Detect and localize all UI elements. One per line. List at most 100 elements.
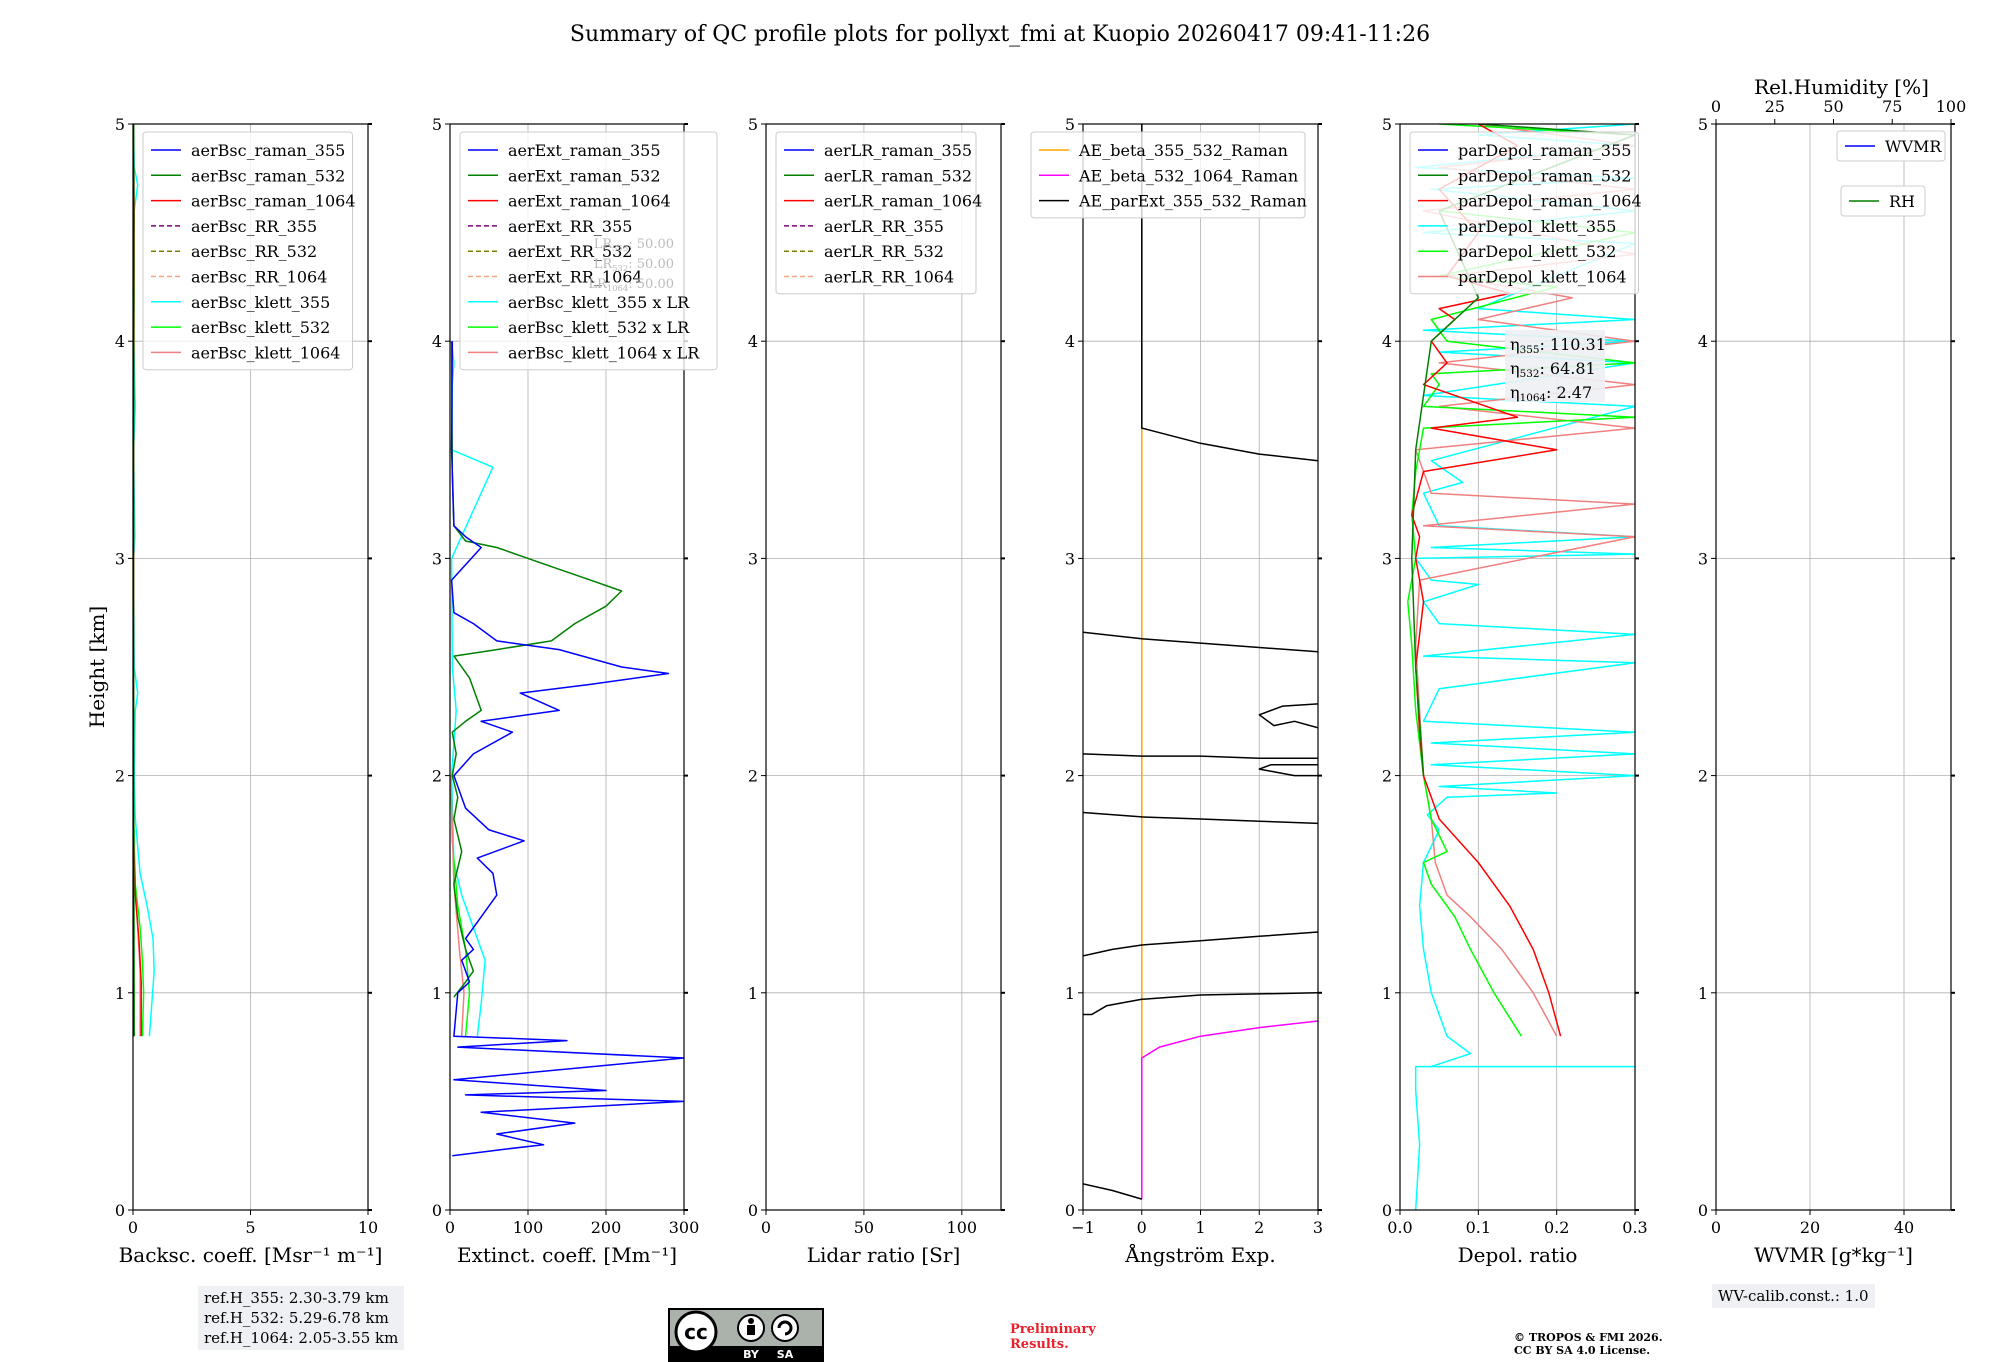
series-line-AE_parExt_355_532_Raman xyxy=(1083,992,1318,1016)
x-tick-label: 5 xyxy=(245,1218,255,1237)
panel-wv: 0 20 40 0 1 2 3 4 5 WVMR [g*kg⁻¹] 0 25 50 75 100 Rel.Hu… xyxy=(1698,75,1966,1267)
legend: parDepol_raman_355 parDepol_raman_532 parD… xyxy=(1409,131,1642,295)
axes-frame xyxy=(449,123,685,1211)
legend-box-RH: RH xyxy=(1840,185,1926,217)
legend-label-aerExt_RR_355: aerExt_RR_355 xyxy=(508,217,632,236)
top-x-tick-label: 50 xyxy=(1823,97,1843,116)
series-line-AE_parExt_355_532_Raman xyxy=(1258,703,1318,729)
x-tick-label: 100 xyxy=(947,1218,978,1237)
legend-label-aerLR_RR_532: aerLR_RR_532 xyxy=(824,242,944,261)
legend-label-aerBsc_raman_532: aerBsc_raman_532 xyxy=(191,166,345,185)
legend-label-AE_beta_355_532_Raman: AE_beta_355_532_Raman xyxy=(1078,141,1288,160)
x-tick-label: 0 xyxy=(128,1218,138,1237)
series-group xyxy=(450,341,684,1157)
y-tick-label: 2 xyxy=(1065,767,1075,786)
series-line-AE_beta_532_1064_Raman xyxy=(1141,1020,1318,1200)
by-label: BY xyxy=(743,1348,760,1361)
legend-label-aerExt_raman_355: aerExt_raman_355 xyxy=(508,141,661,160)
y-tick-label: 1 xyxy=(1382,984,1392,1003)
legend-label-aerBsc_klett_532 x LR: aerBsc_klett_532 x LR xyxy=(508,318,690,337)
legend-label-aerLR_raman_532: aerLR_raman_532 xyxy=(824,166,972,185)
reference-heights-box: ref.H_355: 2.30-3.79 km ref.H_532: 5.29-… xyxy=(198,1286,405,1350)
x-tick-label: 1 xyxy=(1195,1218,1205,1237)
series-line-parDepol_klett_355 xyxy=(1414,124,1635,1210)
series-line-aerBsc_klett_532 x LR xyxy=(450,775,471,1037)
legend-label-parDepol_raman_355: parDepol_raman_355 xyxy=(1458,141,1631,160)
legend-label-RH: RH xyxy=(1889,192,1915,211)
y-tick-label: 4 xyxy=(115,332,125,351)
x-axis-title: Extinct. coeff. [Mm⁻¹] xyxy=(457,1243,677,1267)
lidar-ratio-355: LR355: 50.00 xyxy=(594,237,674,253)
series-line-AE_parExt_355_532_Raman xyxy=(1083,1183,1143,1200)
x-tick-label: 0.1 xyxy=(1466,1218,1491,1237)
y-tick-label: 5 xyxy=(115,115,125,134)
legend-label-aerLR_raman_1064: aerLR_raman_1064 xyxy=(824,192,982,211)
series-line-aerExt_raman_532 xyxy=(450,341,623,998)
axes-frame xyxy=(1399,123,1636,1211)
x-tick-label: 300 xyxy=(669,1218,700,1237)
x-tick-label: 0 xyxy=(1711,1218,1721,1237)
legend-label-parDepol_klett_1064: parDepol_klett_1064 xyxy=(1458,268,1627,287)
y-tick-label: 5 xyxy=(1698,115,1708,134)
legend-frame xyxy=(1409,131,1639,295)
legend-box-WVMR: WVMR xyxy=(1836,130,1946,162)
y-tick-label: 3 xyxy=(115,549,125,568)
legend-label-aerExt_RR_1064: aerExt_RR_1064 xyxy=(508,268,643,287)
legend-label-AE_parExt_355_532_Raman: AE_parExt_355_532_Raman xyxy=(1078,192,1307,211)
x-tick-label: 0.0 xyxy=(1387,1218,1412,1237)
legend-label-parDepol_raman_532: parDepol_raman_532 xyxy=(1458,166,1631,185)
sa-label: SA xyxy=(777,1348,794,1361)
cc-logo-letters: cc xyxy=(684,1320,708,1344)
series-line-AE_parExt_355_532_Raman xyxy=(1083,931,1318,957)
series-line-AE_parExt_355_532_Raman xyxy=(1083,811,1318,825)
copyright-line-1: © TROPOS & FMI 2026. xyxy=(1514,1331,1663,1344)
legend: aerLR_raman_355 aerLR_raman_532 aerLR_rama… xyxy=(775,131,982,295)
legend-label-aerLR_raman_355: aerLR_raman_355 xyxy=(824,141,972,160)
legend-label-AE_beta_532_1064_Raman: AE_beta_532_1064_Raman xyxy=(1078,166,1298,185)
legend-frame xyxy=(1840,185,1926,217)
x-tick-label: 10 xyxy=(358,1218,378,1237)
axes-frame xyxy=(1715,123,1952,1211)
legend-label-aerBsc_klett_1064: aerBsc_klett_1064 xyxy=(191,343,340,362)
by-person-head xyxy=(748,1318,754,1324)
legend-label-aerBsc_raman_1064: aerBsc_raman_1064 xyxy=(191,192,356,211)
preliminary-line-1: Preliminary xyxy=(1010,1322,1096,1337)
legend: AE_beta_355_532_Raman AE_beta_532_1064_Ra… xyxy=(1030,131,1307,219)
top-x-tick-label: 25 xyxy=(1765,97,1785,116)
y-tick-label: 1 xyxy=(115,984,125,1003)
x-axis-title: Ångström Exp. xyxy=(1124,1242,1275,1267)
x-tick-label: 0 xyxy=(1137,1218,1147,1237)
y-tick-label: 0 xyxy=(1382,1201,1392,1220)
y-tick-label: 5 xyxy=(1382,115,1392,134)
y-tick-label: 1 xyxy=(748,984,758,1003)
series-line-AE_parExt_355_532_Raman xyxy=(1258,763,1318,777)
legend-label-aerLR_RR_1064: aerLR_RR_1064 xyxy=(824,268,954,287)
lidar-ratio-1064: LR1064: 50.00 xyxy=(588,277,674,293)
by-person-body xyxy=(747,1325,755,1335)
cc-by-sa-license-badge: cc BY SA xyxy=(668,1308,824,1362)
y-tick-label: 2 xyxy=(748,767,758,786)
y-tick-label: 4 xyxy=(748,332,758,351)
y-tick-label: 5 xyxy=(748,115,758,134)
legend: aerExt_raman_355 aerExt_raman_532 aerExt_r… xyxy=(459,131,718,371)
copyright-note: © TROPOS & FMI 2026. CC BY SA 4.0 Licens… xyxy=(1514,1331,1663,1357)
legend-label-aerBsc_RR_532: aerBsc_RR_532 xyxy=(191,242,317,261)
legend-frame xyxy=(1030,131,1306,219)
panel-ext: 0 100 200 300 0 1 2 3 4 5 Extinct. coeff. [Mm⁻¹] ae… xyxy=(432,115,718,1267)
ref-height-532: ref.H_532: 5.29-6.78 km xyxy=(204,1309,389,1327)
legend-label-aerExt_raman_1064: aerExt_raman_1064 xyxy=(508,192,671,211)
x-tick-label: −1 xyxy=(1071,1218,1095,1237)
legend-label-aerBsc_klett_355: aerBsc_klett_355 xyxy=(191,293,330,312)
x-tick-label: 40 xyxy=(1894,1218,1914,1237)
panel-bsc: 0 5 10 0 1 2 3 4 5 Backsc. coeff. [Msr⁻¹ m⁻¹] aerB… xyxy=(115,115,383,1267)
legend-label-aerBsc_klett_355 x LR: aerBsc_klett_355 x LR xyxy=(508,293,690,312)
y-tick-label: 2 xyxy=(432,767,442,786)
top-x-tick-label: 75 xyxy=(1882,97,1902,116)
y-tick-label: 3 xyxy=(748,549,758,568)
panel-depol: 0.0 0.1 0.2 0.3 0 1 2 3 4 5 Depol. ratio parDepol_r… xyxy=(1382,115,1648,1267)
sa-share-icon xyxy=(771,1314,799,1342)
x-tick-label: 0 xyxy=(761,1218,771,1237)
y-tick-label: 0 xyxy=(748,1201,758,1220)
y-tick-label: 1 xyxy=(1698,984,1708,1003)
